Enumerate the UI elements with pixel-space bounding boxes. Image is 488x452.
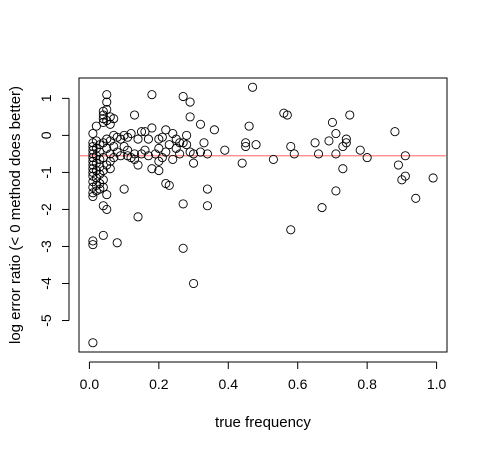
data-point	[186, 98, 194, 106]
data-point	[325, 137, 333, 145]
data-point	[238, 159, 246, 167]
data-point	[412, 194, 420, 202]
data-point	[203, 185, 211, 193]
data-point	[269, 155, 277, 163]
data-point	[196, 120, 204, 128]
y-tick-label: -4	[38, 277, 54, 290]
y-axis: 1 0 -1 -2 -3 -4 -5	[38, 94, 69, 326]
y-tick-label: -5	[38, 314, 54, 327]
data-point	[189, 159, 197, 167]
x-axis: 0.0 0.2 0.4 0.6 0.8 1.0	[80, 362, 447, 392]
data-point	[134, 135, 142, 143]
data-point	[290, 150, 298, 158]
x-axis-label: true frequency	[215, 414, 311, 431]
data-point	[248, 83, 256, 91]
y-axis-label: log error ratio (< 0 method does better)	[7, 86, 24, 344]
data-point	[130, 111, 138, 119]
data-point	[318, 203, 326, 211]
data-point	[245, 122, 253, 130]
data-point	[394, 161, 402, 169]
data-point	[144, 135, 152, 143]
data-point	[311, 139, 319, 147]
data-point	[210, 126, 218, 134]
data-point	[89, 339, 97, 347]
data-point	[203, 202, 211, 210]
data-point	[200, 139, 208, 147]
data-point	[120, 185, 128, 193]
data-point	[89, 129, 97, 137]
data-point	[328, 118, 336, 126]
data-point	[332, 129, 340, 137]
x-tick-label: 0.2	[149, 376, 169, 392]
data-point	[363, 154, 371, 162]
y-tick-label: -2	[38, 203, 54, 216]
data-point	[134, 213, 142, 221]
data-point	[356, 146, 364, 154]
data-point	[332, 187, 340, 195]
data-point	[148, 91, 156, 99]
data-point	[391, 128, 399, 136]
x-tick-label: 0.4	[219, 376, 239, 392]
data-point	[221, 146, 229, 154]
data-point	[148, 124, 156, 132]
data-point	[179, 92, 187, 100]
y-tick-label: 0	[38, 131, 54, 139]
data-point	[287, 142, 295, 150]
data-point	[113, 239, 121, 247]
x-tick-label: 0.6	[288, 376, 308, 392]
data-point	[179, 200, 187, 208]
data-point	[189, 279, 197, 287]
x-tick-label: 0.0	[80, 376, 100, 392]
x-tick-label: 0.8	[357, 376, 377, 392]
data-point	[183, 131, 191, 139]
data-point	[314, 150, 322, 158]
data-point	[429, 174, 437, 182]
data-point	[186, 113, 194, 121]
data-point	[346, 111, 354, 119]
y-tick-label: 1	[38, 94, 54, 102]
data-point	[179, 244, 187, 252]
data-point	[287, 226, 295, 234]
data-point	[169, 155, 177, 163]
x-tick-label: 1.0	[427, 376, 447, 392]
points-layer	[89, 83, 437, 347]
y-tick-label: -1	[38, 166, 54, 179]
data-point	[99, 231, 107, 239]
data-point	[339, 165, 347, 173]
y-tick-label: -3	[38, 240, 54, 253]
data-point	[332, 150, 340, 158]
data-point	[103, 191, 111, 199]
data-point	[252, 141, 260, 149]
